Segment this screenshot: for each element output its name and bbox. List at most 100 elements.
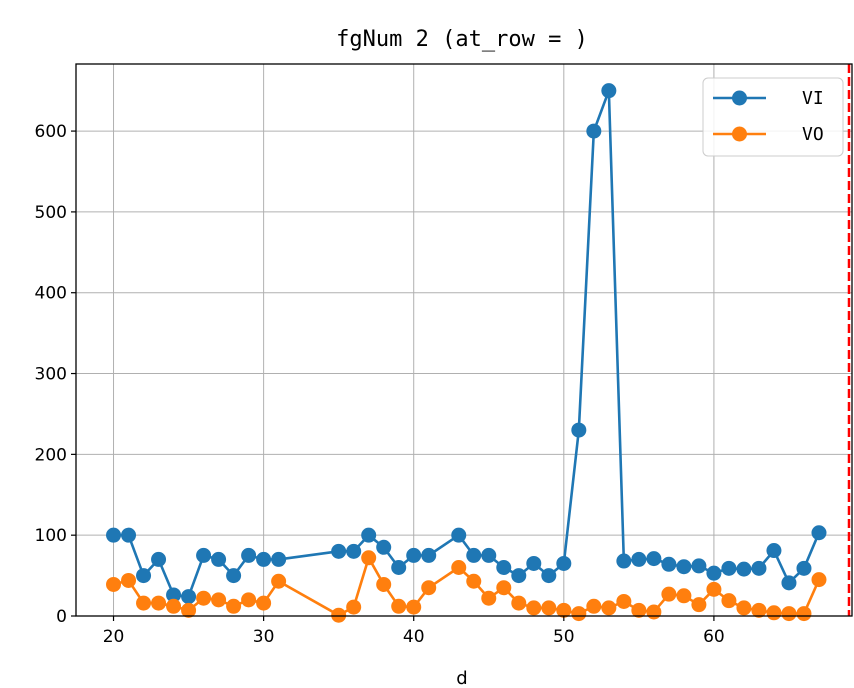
data-point	[211, 551, 227, 567]
data-point	[676, 559, 692, 575]
data-point	[361, 527, 377, 543]
data-point	[721, 593, 737, 609]
data-point	[781, 575, 797, 591]
x-tick-label: 30	[253, 627, 275, 647]
data-point	[196, 547, 212, 563]
data-point	[106, 576, 122, 592]
data-point	[691, 558, 707, 574]
y-tick-label: 400	[35, 284, 67, 304]
data-point	[241, 547, 257, 563]
data-point	[226, 598, 242, 614]
legend: VI VO	[702, 77, 844, 157]
data-point	[586, 123, 602, 139]
y-tick-label: 300	[35, 365, 67, 385]
data-point	[466, 573, 482, 589]
data-point	[526, 600, 542, 616]
x-tick-label: 40	[403, 627, 425, 647]
x-tick-label: 20	[103, 627, 125, 647]
data-point	[631, 551, 647, 567]
series-layer	[106, 83, 827, 623]
data-point	[751, 560, 767, 576]
data-point	[376, 576, 392, 592]
data-point	[211, 592, 227, 608]
series-vi	[106, 83, 827, 605]
y-tick-label: 100	[35, 526, 67, 546]
data-point	[571, 422, 587, 438]
data-point	[241, 592, 257, 608]
data-point	[256, 551, 272, 567]
data-point	[346, 543, 362, 559]
data-point	[376, 539, 392, 555]
data-point	[496, 580, 512, 596]
data-point	[136, 595, 152, 611]
data-point	[571, 606, 587, 622]
x-axis-label: d	[456, 668, 467, 688]
data-point	[766, 605, 782, 621]
data-point	[616, 553, 632, 569]
data-point	[736, 600, 752, 616]
data-point	[661, 556, 677, 572]
data-point	[226, 568, 242, 584]
data-point	[706, 581, 722, 597]
data-point	[706, 565, 722, 581]
legend-label: VO	[802, 124, 824, 145]
data-point	[151, 551, 167, 567]
series-vo	[106, 550, 827, 623]
data-point	[736, 561, 752, 577]
y-tick-label: 600	[35, 122, 67, 142]
x-tick-label: 50	[553, 627, 575, 647]
y-tick-label: 0	[56, 607, 67, 627]
data-point	[796, 560, 812, 576]
data-point	[811, 525, 827, 541]
data-point	[331, 607, 347, 623]
data-point	[481, 590, 497, 606]
data-point	[196, 590, 212, 606]
data-point	[166, 598, 182, 614]
data-point	[331, 543, 347, 559]
data-point	[271, 573, 287, 589]
legend-marker	[732, 90, 747, 106]
data-point	[631, 602, 647, 618]
data-point	[586, 598, 602, 614]
data-point	[616, 593, 632, 609]
data-point	[496, 560, 512, 576]
data-point	[646, 551, 662, 567]
data-point	[166, 587, 182, 603]
data-point	[406, 547, 422, 563]
legend-marker	[732, 126, 747, 142]
data-point	[361, 550, 377, 566]
data-point	[556, 555, 572, 571]
data-point	[151, 595, 167, 611]
data-point	[601, 83, 617, 99]
data-point	[526, 555, 542, 571]
data-point	[256, 595, 272, 611]
data-point	[541, 568, 557, 584]
data-point	[451, 527, 467, 543]
data-point	[451, 560, 467, 576]
data-point	[811, 572, 827, 588]
data-point	[181, 589, 197, 605]
data-point	[136, 568, 152, 584]
data-point	[796, 606, 812, 622]
data-point	[766, 543, 782, 559]
data-point	[661, 586, 677, 602]
data-point	[271, 551, 287, 567]
legend-label: VI	[802, 88, 824, 109]
data-point	[481, 547, 497, 563]
data-point	[406, 599, 422, 615]
data-point	[691, 597, 707, 613]
data-point	[721, 560, 737, 576]
data-point	[181, 602, 197, 618]
chart-title: fgNum 2 (at_row = )	[336, 27, 588, 52]
data-point	[541, 600, 557, 616]
grid	[76, 64, 852, 617]
data-point	[421, 547, 437, 563]
data-point	[466, 547, 482, 563]
data-point	[646, 604, 662, 620]
data-point	[556, 602, 572, 618]
data-point	[781, 606, 797, 622]
data-point	[751, 602, 767, 618]
data-point	[391, 560, 407, 576]
data-point	[601, 600, 617, 616]
data-point	[676, 588, 692, 604]
